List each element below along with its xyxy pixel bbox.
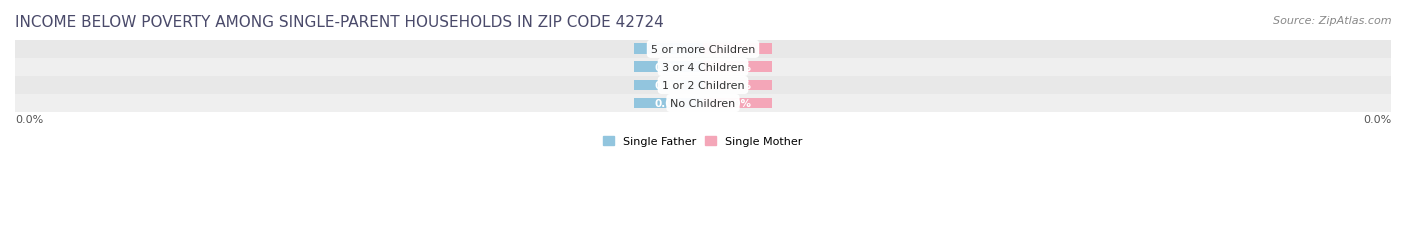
Bar	[703, 80, 772, 91]
Text: INCOME BELOW POVERTY AMONG SINGLE-PARENT HOUSEHOLDS IN ZIP CODE 42724: INCOME BELOW POVERTY AMONG SINGLE-PARENT…	[15, 15, 664, 30]
Text: 0.0%: 0.0%	[723, 45, 752, 55]
Bar	[634, 98, 703, 109]
Text: Source: ZipAtlas.com: Source: ZipAtlas.com	[1274, 16, 1392, 26]
Bar	[15, 77, 1391, 94]
Text: No Children: No Children	[671, 99, 735, 109]
Text: 1 or 2 Children: 1 or 2 Children	[662, 81, 744, 91]
Bar	[634, 80, 703, 91]
Bar	[15, 94, 1391, 112]
Bar	[634, 62, 703, 73]
Text: 0.0%: 0.0%	[15, 115, 44, 125]
Bar	[703, 44, 772, 55]
Text: 3 or 4 Children: 3 or 4 Children	[662, 63, 744, 73]
Text: 0.0%: 0.0%	[654, 81, 683, 91]
Text: 0.0%: 0.0%	[723, 63, 752, 73]
Legend: Single Father, Single Mother: Single Father, Single Mother	[600, 133, 806, 150]
Text: 0.0%: 0.0%	[723, 99, 752, 109]
Text: 0.0%: 0.0%	[654, 63, 683, 73]
Text: 0.0%: 0.0%	[654, 99, 683, 109]
Bar	[15, 59, 1391, 77]
Bar	[703, 98, 772, 109]
Bar	[703, 62, 772, 73]
Text: 0.0%: 0.0%	[723, 81, 752, 91]
Text: 5 or more Children: 5 or more Children	[651, 45, 755, 55]
Text: 0.0%: 0.0%	[1362, 115, 1391, 125]
Bar	[634, 44, 703, 55]
Text: 0.0%: 0.0%	[654, 45, 683, 55]
Bar	[15, 41, 1391, 59]
